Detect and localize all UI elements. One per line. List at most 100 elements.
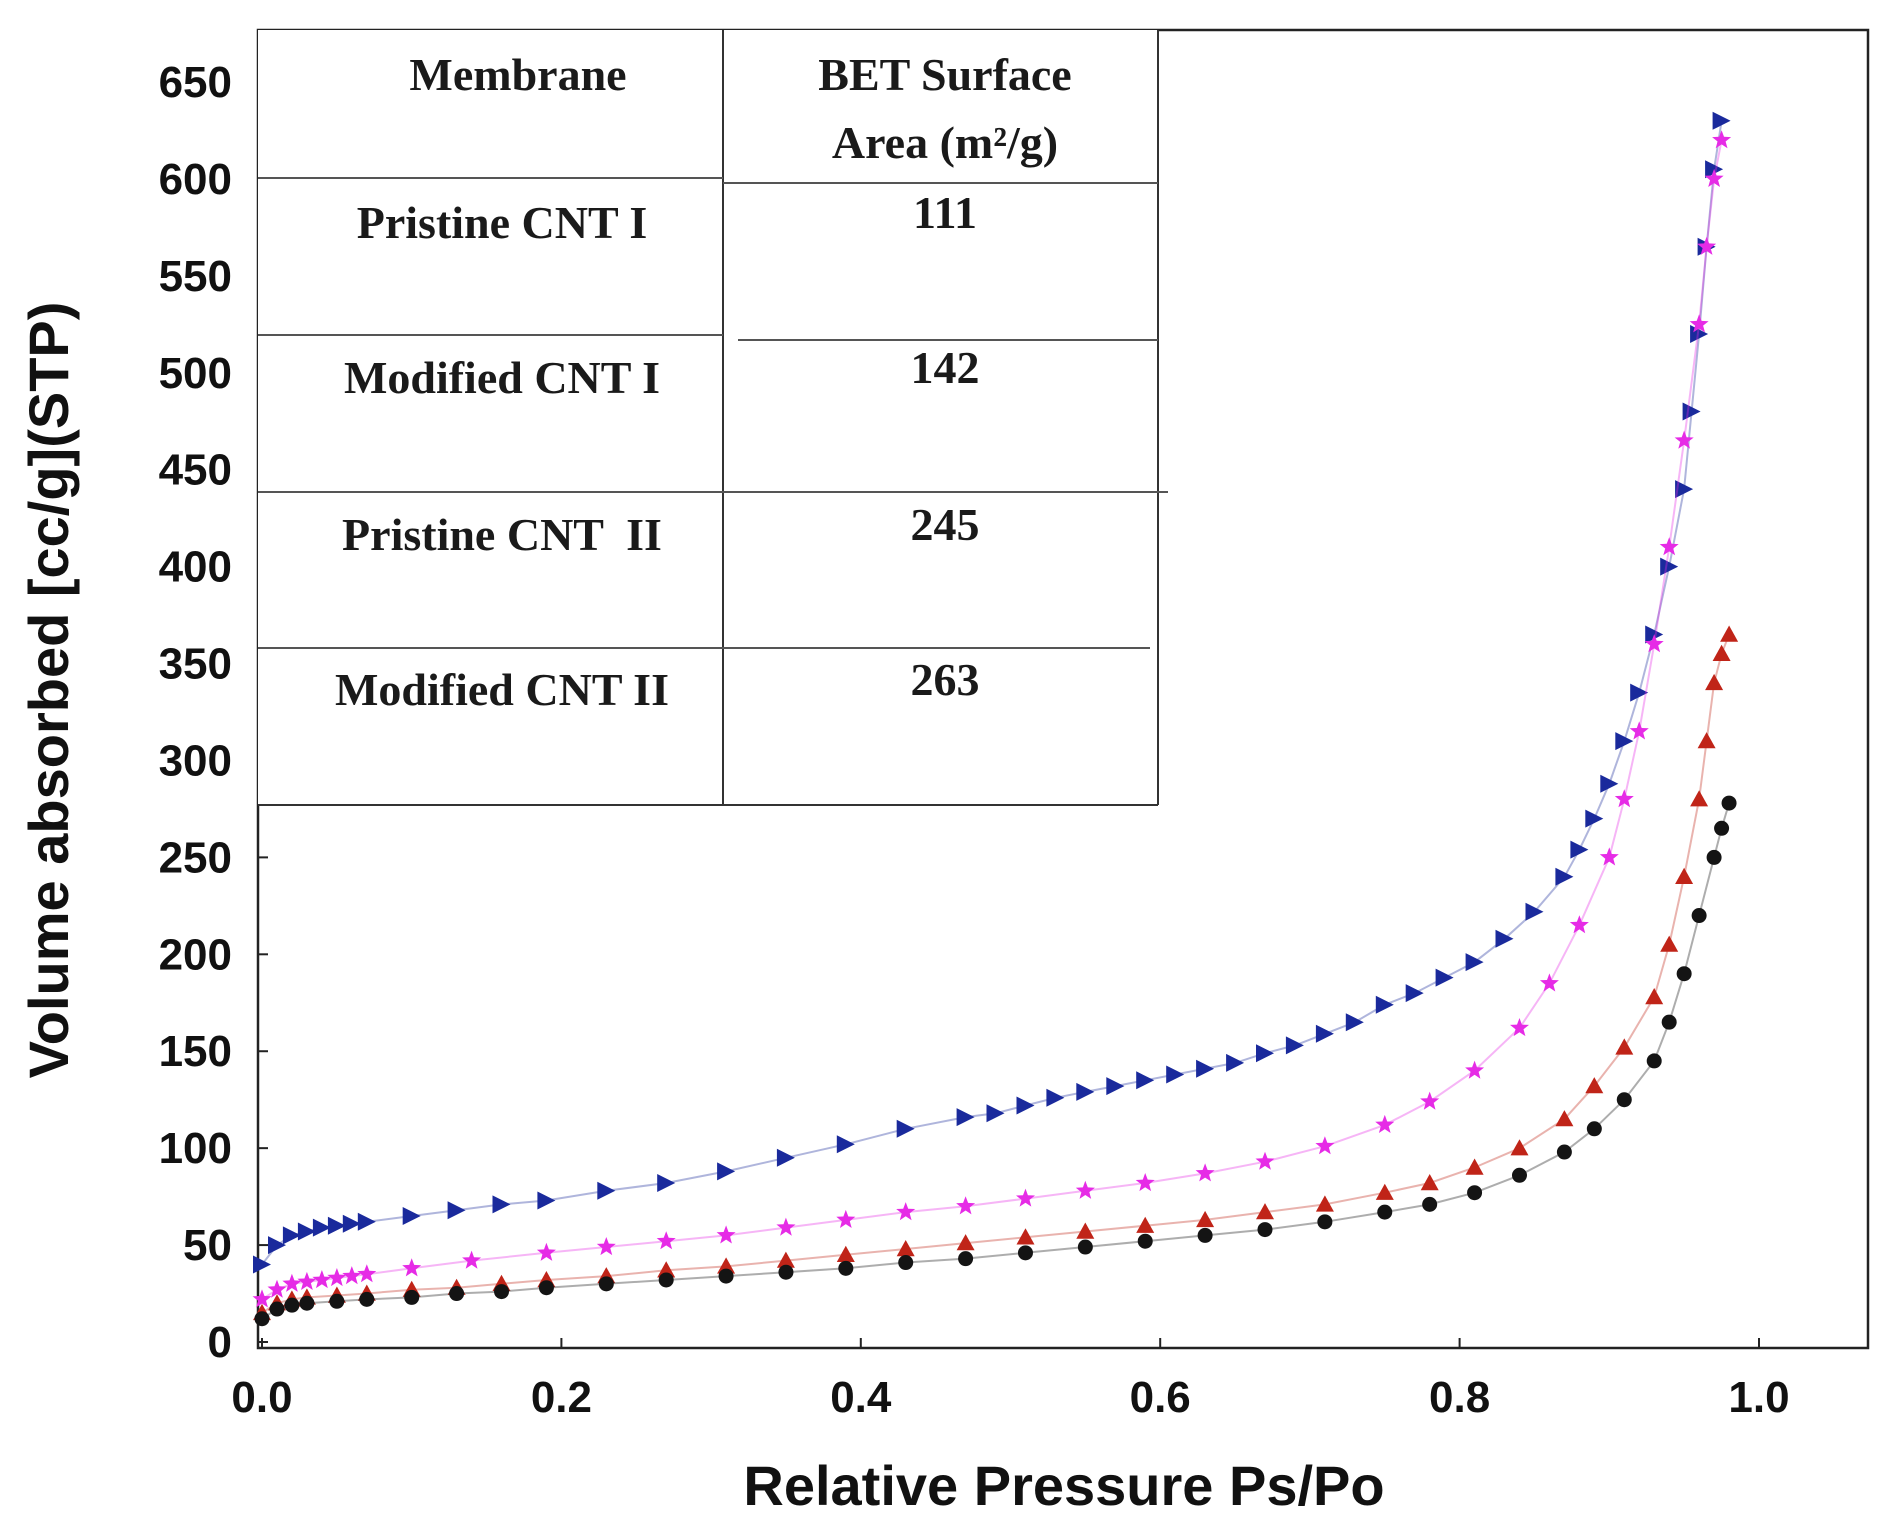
series-trace bbox=[261, 120, 1723, 1266]
y-tick-label: 350 bbox=[159, 640, 232, 689]
data-point bbox=[1555, 867, 1574, 886]
data-point bbox=[1555, 1110, 1574, 1127]
data-point bbox=[778, 1264, 794, 1280]
data-point bbox=[299, 1295, 315, 1311]
data-point bbox=[1714, 820, 1730, 836]
table-cell-area: 111 bbox=[913, 187, 977, 238]
data-point bbox=[1539, 973, 1559, 992]
x-tick-label: 0.8 bbox=[1429, 1373, 1490, 1422]
data-point bbox=[252, 1289, 272, 1308]
data-point bbox=[1644, 634, 1664, 653]
data-point bbox=[462, 1250, 482, 1269]
data-point bbox=[1016, 1228, 1035, 1245]
data-point bbox=[956, 1234, 975, 1251]
data-point bbox=[1511, 1167, 1527, 1183]
data-point bbox=[956, 1196, 976, 1215]
data-point bbox=[1676, 966, 1692, 982]
data-point bbox=[1660, 935, 1679, 952]
data-point bbox=[267, 1279, 287, 1298]
data-point bbox=[327, 1268, 347, 1287]
data-point bbox=[537, 1191, 556, 1210]
y-tick-label: 400 bbox=[159, 543, 232, 592]
data-point bbox=[404, 1289, 420, 1305]
data-point bbox=[1697, 236, 1717, 255]
data-point bbox=[718, 1268, 734, 1284]
data-point bbox=[1016, 1096, 1035, 1115]
data-point bbox=[776, 1217, 796, 1236]
table-cell-membrane: Pristine CNT II bbox=[342, 509, 662, 560]
data-point bbox=[1315, 1024, 1334, 1043]
data-point bbox=[1599, 847, 1619, 866]
data-point bbox=[1690, 790, 1709, 807]
table-cell-membrane: Modified CNT I bbox=[344, 352, 660, 403]
data-point bbox=[836, 1209, 856, 1228]
bet-inset-table: Membrane BET Surface Area (m²/g) Pristin… bbox=[258, 30, 1168, 806]
data-point bbox=[1285, 1036, 1304, 1055]
data-point bbox=[1136, 1071, 1155, 1090]
inset-table-background bbox=[258, 30, 1158, 805]
y-axis-ticks: 0 50 100 150 200 250 300 350 400 450 500 550 600 650 bbox=[159, 58, 268, 1367]
data-point bbox=[1075, 1180, 1095, 1199]
data-point bbox=[1645, 988, 1664, 1005]
data-point bbox=[538, 1280, 554, 1296]
data-point bbox=[1675, 480, 1694, 499]
data-point bbox=[1196, 1059, 1215, 1078]
data-point bbox=[896, 1240, 915, 1257]
data-point bbox=[1510, 1139, 1529, 1156]
data-point bbox=[896, 1119, 915, 1138]
series-pristine-cnt-ii bbox=[252, 130, 1732, 1308]
data-point bbox=[776, 1148, 795, 1167]
data-point bbox=[1585, 809, 1604, 828]
y-tick-label: 100 bbox=[159, 1124, 232, 1173]
data-point bbox=[357, 1212, 376, 1231]
data-point bbox=[494, 1284, 510, 1300]
x-tick-label: 0.4 bbox=[830, 1373, 892, 1422]
data-point bbox=[1136, 1216, 1155, 1233]
data-point bbox=[297, 1271, 317, 1290]
data-point bbox=[312, 1218, 331, 1237]
data-point bbox=[1614, 789, 1634, 808]
data-point bbox=[1046, 1088, 1065, 1107]
data-point bbox=[1226, 1053, 1245, 1072]
table-cell-area: 142 bbox=[911, 342, 980, 393]
data-point bbox=[717, 1162, 736, 1181]
x-tick-label: 0.0 bbox=[231, 1373, 292, 1422]
data-point bbox=[329, 1293, 345, 1309]
data-point bbox=[449, 1286, 465, 1302]
y-tick-label: 600 bbox=[159, 155, 232, 204]
data-series-layer bbox=[252, 111, 1739, 1327]
data-point bbox=[1675, 867, 1694, 884]
data-point bbox=[1712, 130, 1732, 149]
y-tick-label: 450 bbox=[159, 446, 232, 495]
table-cell-area: 263 bbox=[911, 654, 980, 705]
data-point bbox=[1016, 1188, 1035, 1207]
data-point bbox=[1646, 1053, 1662, 1069]
data-point bbox=[1721, 795, 1737, 811]
data-point bbox=[1465, 1158, 1484, 1175]
y-tick-label: 550 bbox=[159, 252, 232, 301]
y-tick-label: 50 bbox=[183, 1221, 232, 1270]
data-point bbox=[1616, 1092, 1632, 1108]
data-point bbox=[1660, 557, 1679, 576]
data-point bbox=[1317, 1214, 1333, 1230]
data-point bbox=[268, 1236, 286, 1255]
data-point bbox=[986, 1104, 1005, 1123]
data-point bbox=[402, 1207, 421, 1225]
data-point bbox=[1556, 1144, 1572, 1160]
data-point bbox=[1720, 625, 1739, 642]
data-point bbox=[1137, 1233, 1153, 1249]
data-point bbox=[297, 1222, 316, 1241]
data-point bbox=[282, 1226, 301, 1245]
data-point bbox=[1256, 1203, 1274, 1220]
data-point bbox=[1076, 1222, 1095, 1239]
data-point bbox=[1345, 1013, 1364, 1032]
y-tick-label: 0 bbox=[208, 1318, 232, 1367]
data-point bbox=[253, 1255, 271, 1274]
data-point bbox=[1256, 1044, 1274, 1063]
data-point bbox=[359, 1291, 375, 1307]
y-tick-label: 300 bbox=[159, 736, 232, 785]
data-point bbox=[536, 1242, 556, 1261]
data-point bbox=[1315, 1195, 1334, 1212]
data-point bbox=[1705, 673, 1724, 691]
x-tick-label: 0.2 bbox=[531, 1373, 592, 1422]
